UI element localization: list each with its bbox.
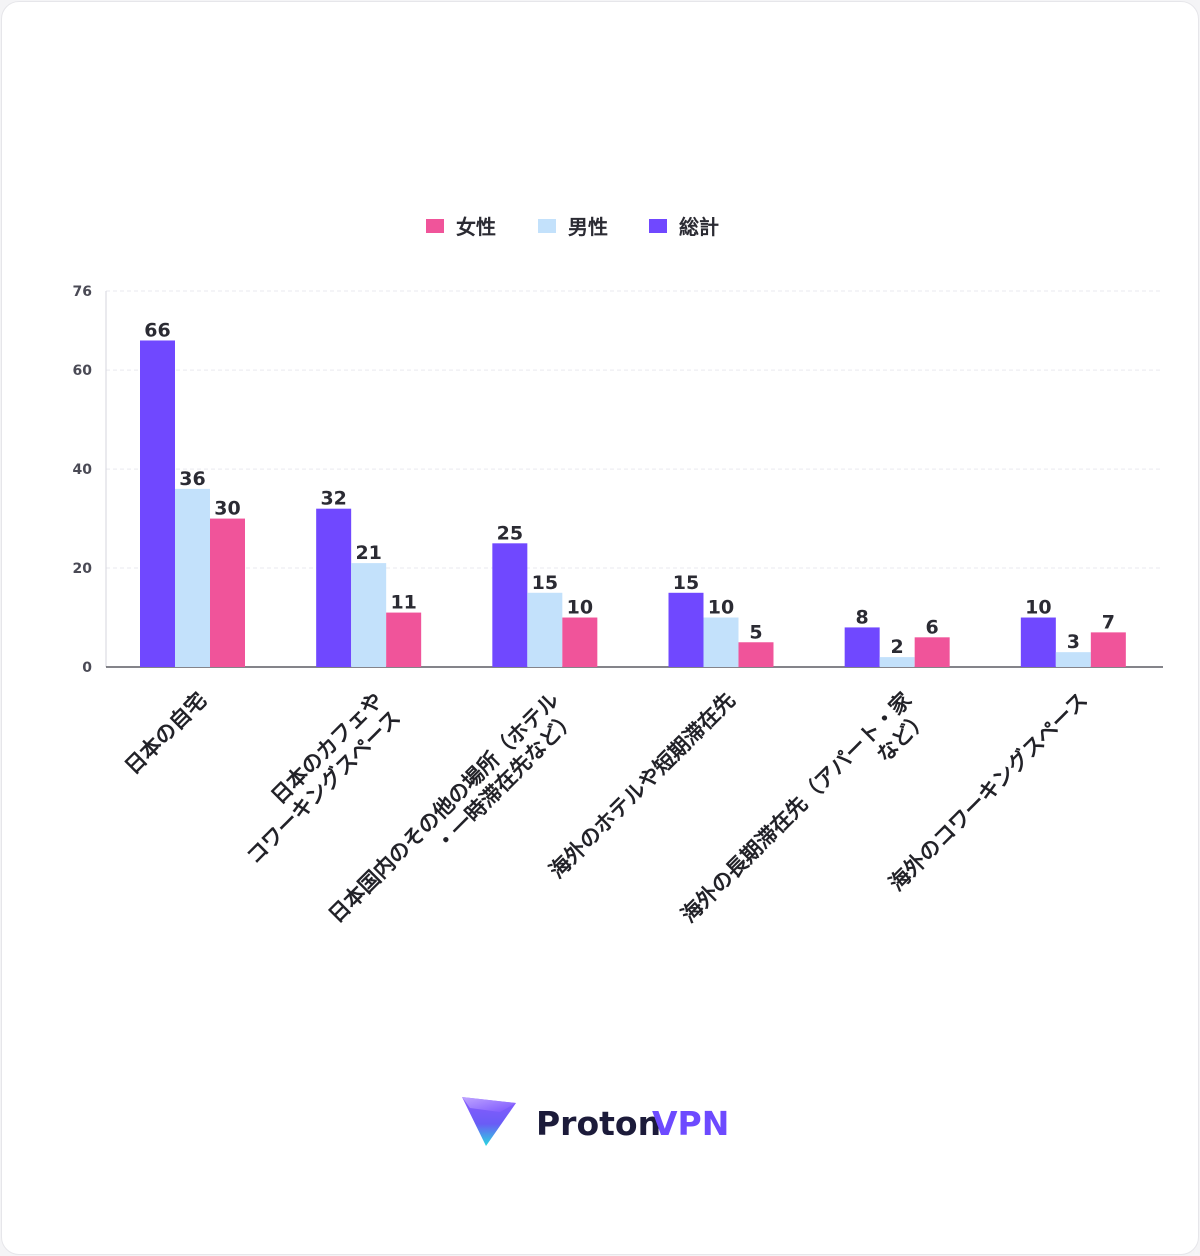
bar-value-label: 30 <box>214 498 240 520</box>
bar <box>914 637 950 667</box>
x-tick-label-line: コワーキングスペース <box>242 706 405 869</box>
bar-value-label: 6 <box>926 616 939 638</box>
legend-label: 女性 <box>456 215 496 239</box>
bar <box>1020 617 1056 667</box>
bar-value-label: 21 <box>355 542 381 564</box>
legend-swatch <box>426 219 444 233</box>
bar <box>210 518 245 667</box>
bar-value-label: 15 <box>673 572 699 594</box>
bar <box>1090 632 1126 667</box>
bar-value-label: 15 <box>532 572 558 594</box>
bar-value-label: 11 <box>390 592 416 614</box>
bar <box>175 488 210 667</box>
bar <box>668 592 704 667</box>
y-tick-label: 60 <box>73 363 93 379</box>
bar <box>844 627 880 667</box>
bar <box>562 617 598 667</box>
bar <box>879 657 915 667</box>
bar <box>351 563 387 667</box>
x-tick-label: 日本の自宅 <box>120 688 211 779</box>
logo-icon-highlight <box>462 1097 516 1112</box>
proton-vpn-logo: Proton VPN <box>462 1097 729 1146</box>
x-axis-labels: 日本の自宅 日本のカフェやコワーキングスペース日本国内のその他の場所（ホテル・一時… <box>120 687 1092 927</box>
gridlines <box>106 290 1163 569</box>
bar-value-label: 10 <box>567 597 593 619</box>
y-tick-label: 76 <box>73 284 92 300</box>
legend-label: 総計 <box>679 215 719 239</box>
bar <box>703 617 739 667</box>
bar <box>738 642 774 667</box>
legend: 女性 男性 総計 <box>426 215 719 239</box>
bars: 66 32 25 15 8 10 36 21 15 10 2 3 30 11 10 5 6 7 <box>140 319 1126 667</box>
legend-label: 男性 <box>568 215 608 239</box>
bar-value-label: 5 <box>749 621 762 643</box>
bar-value-label: 2 <box>891 636 904 658</box>
bar-value-label: 32 <box>320 488 346 510</box>
bar-value-label: 66 <box>144 319 170 341</box>
bar <box>316 508 352 667</box>
x-tick-label-line: 日本の自宅 <box>120 688 211 779</box>
brand-word-proton: Proton <box>536 1104 661 1143</box>
bar-value-label: 36 <box>179 468 205 490</box>
bar-value-label: 25 <box>497 522 523 544</box>
y-tick-label: 0 <box>82 660 92 676</box>
legend-swatch <box>649 219 667 233</box>
bar <box>527 592 563 667</box>
bar-value-label: 7 <box>1102 611 1115 633</box>
bar-value-label: 8 <box>856 606 869 628</box>
bar-value-label: 10 <box>1025 597 1051 619</box>
brand-word-vpn: VPN <box>652 1104 729 1143</box>
bar <box>1055 652 1091 667</box>
bar <box>386 612 422 667</box>
bar-value-label: 3 <box>1067 631 1080 653</box>
bar <box>140 340 175 667</box>
y-tick-label: 40 <box>73 462 93 478</box>
legend-swatch <box>538 219 556 233</box>
bar-value-label: 10 <box>708 597 734 619</box>
bar <box>492 543 528 667</box>
y-tick-label: 20 <box>73 561 93 577</box>
